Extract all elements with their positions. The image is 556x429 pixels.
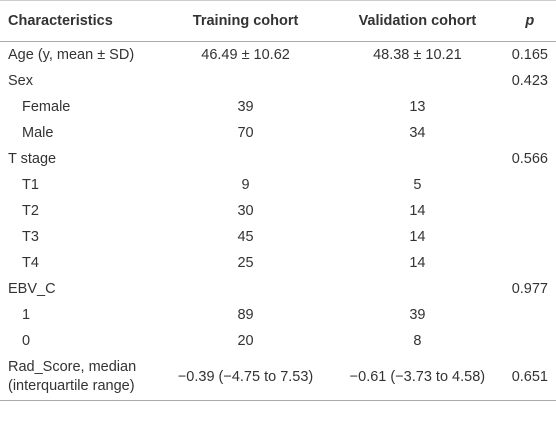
table-row: Sex 0.423 <box>0 68 556 94</box>
header-cell: p <box>503 0 556 42</box>
header-cell: Validation cohort <box>331 0 504 42</box>
cell: 34 <box>409 125 426 141</box>
cell: 0 <box>22 333 31 349</box>
header-cell: Characteristics <box>0 0 161 42</box>
cell: 1 <box>22 307 31 323</box>
cell: 0.423 <box>511 73 548 89</box>
cell: 39 <box>409 307 426 323</box>
cell: 48.38 ± 10.21 <box>373 47 462 63</box>
cell: 0.651 <box>503 354 556 401</box>
table-row: Male 70 34 <box>0 120 556 146</box>
cell: T3 <box>22 229 39 245</box>
table: Characteristics Training cohort Validati… <box>0 0 556 401</box>
cell: 20 <box>237 333 254 349</box>
cell <box>504 250 556 276</box>
table-row: 1 89 39 <box>0 302 556 328</box>
table-row: T3 45 14 <box>0 224 556 250</box>
cell <box>160 146 331 172</box>
cell: 89 <box>237 307 254 323</box>
header-row: Characteristics Training cohort Validati… <box>0 0 556 42</box>
cell <box>160 276 331 302</box>
table-row: T2 30 14 <box>0 198 556 224</box>
table-row: 0 20 8 <box>0 328 556 354</box>
cell: 45 <box>237 229 254 245</box>
cell: 70 <box>237 125 254 141</box>
cell <box>504 224 556 250</box>
cell: 9 <box>241 177 250 193</box>
cell: T4 <box>22 255 39 271</box>
cell: 46.49 ± 10.62 <box>201 47 290 63</box>
cell <box>331 276 504 302</box>
cell <box>331 146 504 172</box>
cell <box>331 68 504 94</box>
cell: 13 <box>409 99 426 115</box>
cell: −0.39 (−4.75 to 7.53) <box>160 354 332 401</box>
table-row: T stage 0.566 <box>0 146 556 172</box>
cell: −0.61 (−3.73 to 4.58) <box>331 354 504 401</box>
cell: EBV_C <box>8 281 56 297</box>
cell: 30 <box>237 203 254 219</box>
cell: 0.165 <box>511 47 548 63</box>
table-row: T4 25 14 <box>0 250 556 276</box>
cell: T stage <box>8 151 57 167</box>
cell: 0.566 <box>511 151 548 167</box>
cell: Age (y, mean ± SD) <box>8 47 135 63</box>
table-row: T1 9 5 <box>0 172 556 198</box>
cell: 14 <box>409 229 426 245</box>
cell: T2 <box>22 203 39 219</box>
cell <box>504 172 556 198</box>
cell: Rad_Score, median (interquartile range) <box>0 354 161 401</box>
cell: 8 <box>413 333 422 349</box>
header-cell: Training cohort <box>160 0 332 42</box>
cell: 39 <box>237 99 254 115</box>
cell <box>504 94 556 120</box>
cell-line: Rad_Score, median <box>8 359 137 375</box>
cell: 5 <box>413 177 422 193</box>
cell <box>504 302 556 328</box>
cell <box>504 328 556 354</box>
table-row: Age (y, mean ± SD) 46.49 ± 10.62 48.38 ± 1… <box>0 42 556 69</box>
cell: 14 <box>409 203 426 219</box>
table-body: Age (y, mean ± SD) 46.49 ± 10.62 48.38 ± 1… <box>0 42 556 401</box>
cell: 25 <box>237 255 254 271</box>
cell: Female <box>22 99 71 115</box>
table-row: Rad_Score, median (interquartile range) −0… <box>0 354 556 401</box>
table-row: EBV_C 0.977 <box>0 276 556 302</box>
cell: Sex <box>8 73 33 89</box>
cell <box>504 120 556 146</box>
cell: 14 <box>409 255 426 271</box>
cell: 0.977 <box>511 281 548 297</box>
cell-line: (interquartile range) <box>8 378 135 394</box>
cell: Male <box>22 125 54 141</box>
cell <box>504 198 556 224</box>
cell <box>160 68 331 94</box>
table-row: Female 39 13 <box>0 94 556 120</box>
cell: T1 <box>22 177 39 193</box>
